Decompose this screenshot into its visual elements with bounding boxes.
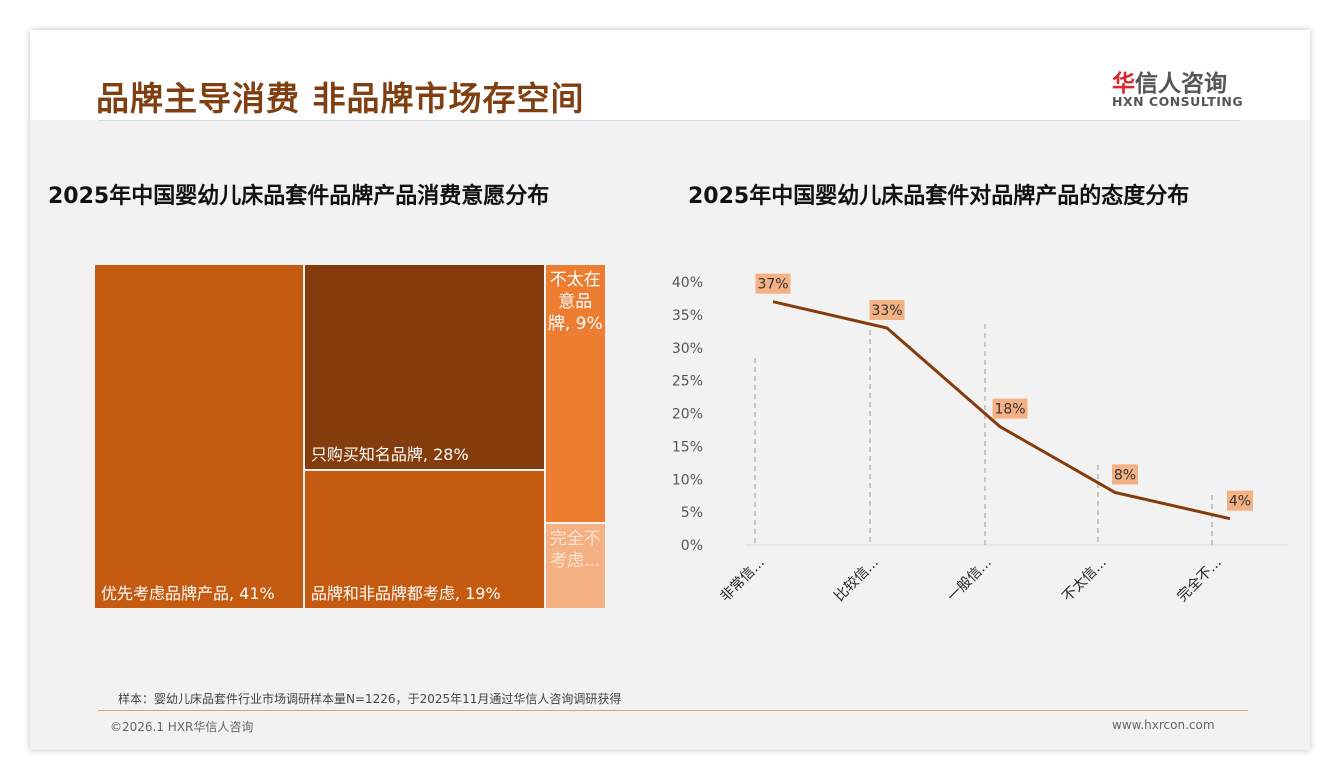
footer-divider: [98, 710, 1248, 711]
logo: 华信人咨询: [1112, 71, 1227, 97]
website-url: www.hxrcon.com: [1112, 718, 1215, 732]
y-tick-label: 40%: [672, 275, 703, 291]
data-label-bg: [755, 273, 791, 294]
header: [30, 30, 1310, 120]
y-tick-label: 25%: [672, 374, 703, 390]
y-tick-label: 20%: [672, 407, 703, 423]
y-tick-label: 30%: [672, 341, 703, 357]
x-tick-label: 完全不...: [1174, 554, 1225, 605]
treemap-cell: 完全不考虑...: [545, 523, 605, 608]
treemap-title: 2025年中国婴幼儿床品套件品牌产品消费意愿分布: [48, 184, 550, 209]
y-tick-label: 10%: [672, 472, 703, 488]
y-tick-label: 0%: [681, 538, 703, 554]
series-line: [772, 300, 1231, 521]
treemap-label: 不太在意品牌, 9%: [547, 270, 603, 334]
x-tick-label: 一般信...: [944, 555, 994, 605]
treemap-cell: 只购买知名品牌, 28%: [304, 265, 544, 469]
page-title: 品牌主导消费 非品牌市场存空间: [96, 79, 585, 118]
logo-en: HXN CONSULTING: [1112, 94, 1244, 109]
data-label: 4%: [1229, 494, 1251, 510]
line-chart: 0% 5% 10% 15% 20% 25% 30% 35% 40% 37% 非常信... 33% 比较信…: [672, 273, 1288, 605]
sample-note: 样本：婴幼儿床品套件行业市场调研样本量N=1226，于2025年11月通过华信人…: [118, 692, 622, 706]
treemap-cell: 优先考虑品牌产品, 41%: [95, 265, 303, 608]
y-tick-label: 5%: [681, 505, 703, 521]
x-tick-label: 比较信...: [831, 555, 881, 605]
treemap-label: 品牌和非品牌都考虑, 19%: [310, 583, 501, 603]
treemap-cell: 品牌和非品牌都考虑, 19%: [304, 470, 544, 608]
line-chart-title: 2025年中国婴幼儿床品套件对品牌产品的态度分布: [688, 184, 1190, 209]
treemap-cell: 不太在意品牌, 9%: [545, 265, 605, 522]
data-label: 18%: [994, 402, 1025, 418]
data-label-bg: [1112, 464, 1138, 485]
x-tick-label: 不太信...: [1059, 555, 1109, 605]
treemap-label: 完全不考虑...: [549, 528, 601, 571]
data-label: 37%: [757, 277, 788, 293]
divider: [98, 120, 1240, 121]
treemap-label: 只购买知名品牌, 28%: [310, 444, 469, 464]
data-label: 8%: [1114, 467, 1136, 483]
y-tick-label: 15%: [672, 439, 703, 455]
data-label-bg: [869, 300, 905, 321]
slide: 品牌主导消费 非品牌市场存空间 华信人咨询 HXN CONSULTING 202…: [30, 30, 1310, 750]
copyright: ©2026.1 HXR华信人咨询: [110, 720, 254, 734]
data-label-bg: [992, 398, 1028, 419]
y-tick-label: 35%: [672, 308, 703, 324]
treemap-label: 优先考虑品牌产品, 41%: [101, 584, 275, 603]
data-label-bg: [1227, 490, 1253, 511]
data-label: 33%: [871, 303, 902, 319]
x-tick-label: 非常信...: [717, 555, 767, 605]
